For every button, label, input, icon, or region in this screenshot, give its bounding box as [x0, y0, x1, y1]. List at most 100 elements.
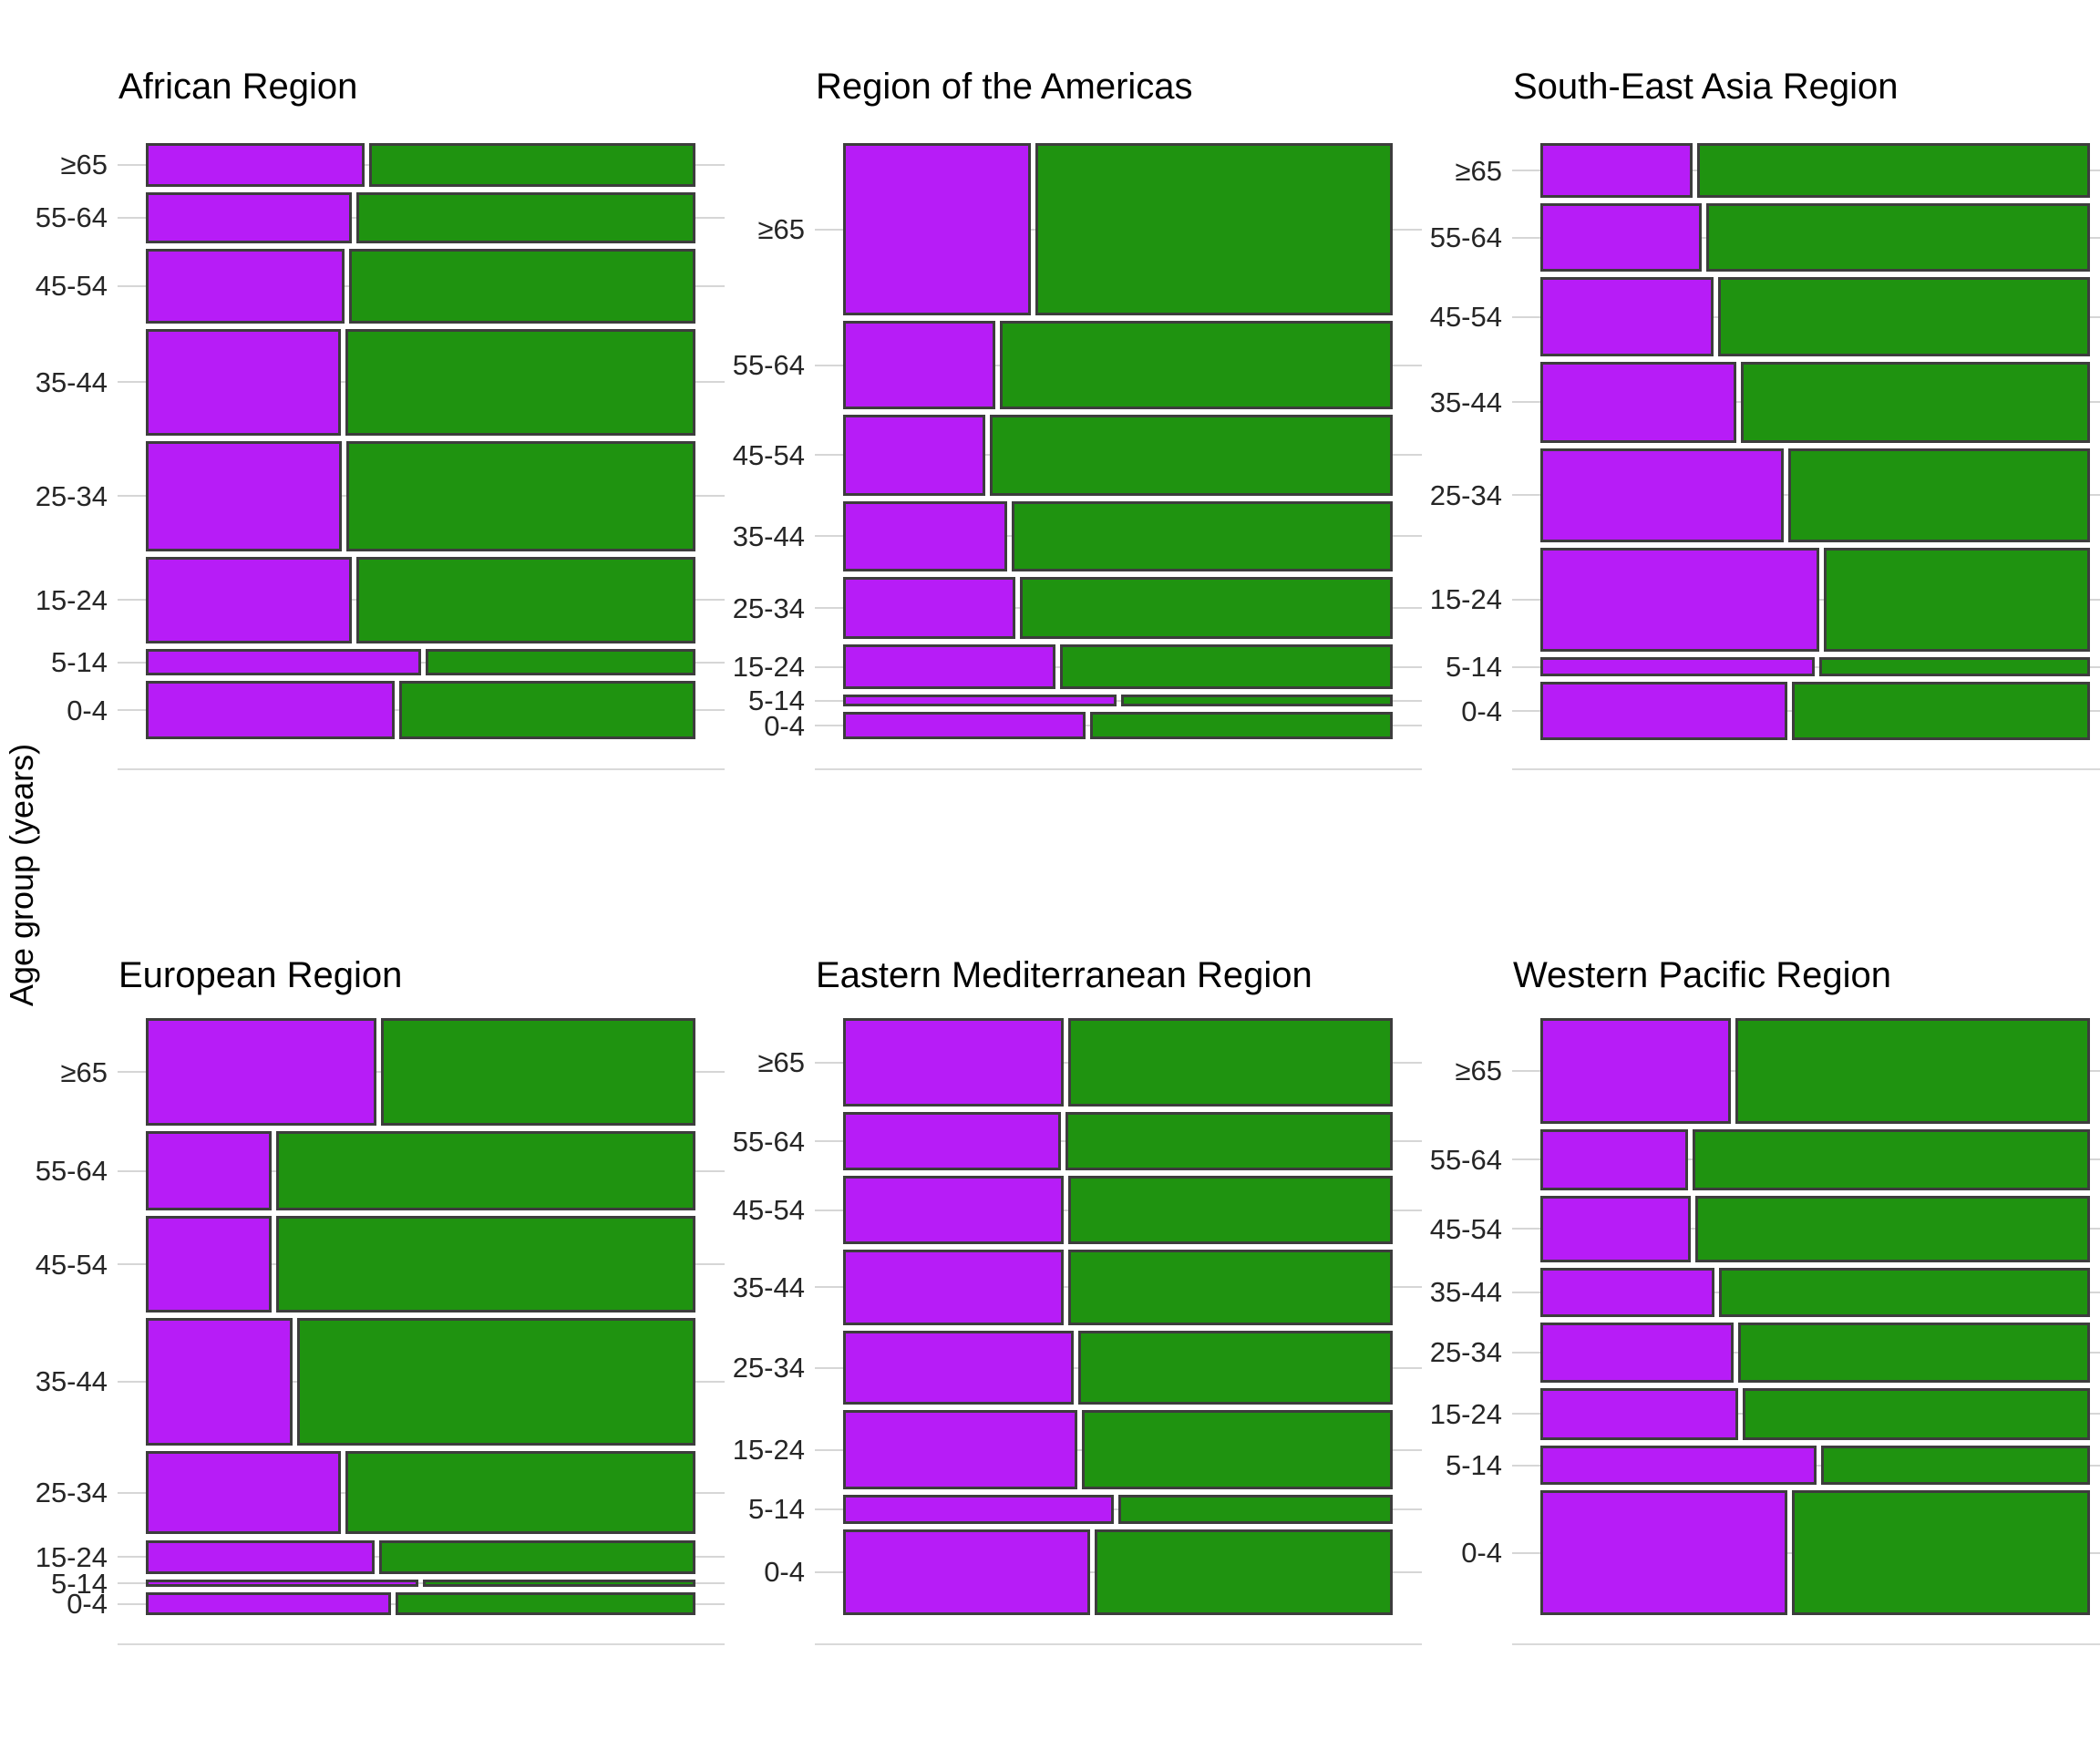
mosaic-cell-purple [1540, 203, 1703, 273]
mosaic-cell-green [1077, 1330, 1393, 1405]
mosaic-cell-purple [843, 1330, 1074, 1405]
mosaic-cell-purple [146, 1539, 375, 1574]
mosaic-cell-green [378, 1539, 695, 1574]
age-tick-label: 35-44 [732, 520, 805, 552]
mosaic-cell-purple [843, 644, 1055, 689]
age-tick-label: 55-64 [35, 201, 108, 234]
mosaic-cell-purple [1540, 1268, 1714, 1317]
age-tick-label: 15-24 [732, 1434, 805, 1466]
mosaic-cell-purple [1540, 361, 1736, 443]
mosaic-cell-purple [843, 414, 985, 496]
mosaic-cell-green [1718, 1268, 2090, 1317]
age-tick-label: 5-14 [50, 1567, 108, 1600]
mosaic-cell-purple [146, 1592, 391, 1615]
axis-baseline-european-region [118, 1643, 725, 1645]
mosaic-cell-green [1787, 448, 2090, 542]
mosaic-cell-purple [843, 500, 1008, 571]
mosaic-cell-purple [1540, 1490, 1788, 1615]
age-tick-label: 15-24 [732, 651, 805, 684]
mosaic-cell-purple [1540, 656, 1815, 677]
mosaic-cell-green [1068, 1250, 1393, 1325]
mosaic-cell-purple [146, 248, 345, 324]
mosaic-cell-green [1791, 682, 2090, 740]
panel-title-african-region: African Region [118, 67, 358, 107]
mosaic-cell-green [276, 1215, 695, 1313]
age-tick-label: 55-64 [1429, 1143, 1502, 1176]
age-tick-label: 0-4 [1461, 1537, 1502, 1570]
age-tick-label: ≥65 [1455, 1055, 1503, 1087]
mosaic-cell-green [425, 649, 695, 675]
age-tick-label: ≥65 [757, 1046, 806, 1079]
mosaic-cell-green [1065, 1112, 1393, 1171]
mosaic-cell-green [423, 1579, 695, 1588]
age-tick-label: 35-44 [1429, 386, 1502, 418]
age-tick-label: ≥65 [757, 213, 806, 246]
mosaic-cell-green [1068, 1018, 1393, 1107]
panel-title-region-of-the-americas: Region of the Americas [816, 67, 1193, 107]
mosaic-cell-green [345, 440, 695, 551]
mosaic-cell-green [1081, 1410, 1393, 1489]
mosaic-cell-green [1743, 1387, 2090, 1440]
mosaic-cell-purple [146, 328, 342, 436]
mosaic-cell-green [345, 328, 695, 436]
mosaic-cell-purple [146, 143, 365, 187]
mosaic-cell-green [349, 248, 695, 324]
mosaic-cell-green [368, 143, 695, 187]
mosaic-cell-green [1820, 1445, 2090, 1486]
age-tick-label: 0-4 [67, 1588, 108, 1621]
mosaic-cell-green [1717, 277, 2090, 356]
gridline-european-region [118, 1582, 725, 1585]
mosaic-cell-green [276, 1131, 695, 1210]
mosaic-cell-green [356, 556, 695, 644]
age-tick-label: ≥65 [1455, 154, 1503, 187]
gridline-region-of-the-americas [815, 699, 1422, 702]
mosaic-cell-green [989, 414, 1393, 496]
mosaic-cell-purple [146, 440, 342, 551]
age-tick-label: 25-34 [732, 592, 805, 624]
mosaic-cell-purple [146, 1579, 419, 1588]
age-tick-label: 5-14 [747, 1493, 805, 1526]
panel-title-south-east-asia-region: South-East Asia Region [1513, 67, 1899, 107]
age-tick-label: 0-4 [67, 694, 108, 726]
age-tick-label: 55-64 [1429, 221, 1502, 254]
age-tick-label: 25-34 [35, 1477, 108, 1509]
mosaic-cell-green [1697, 143, 2090, 199]
mosaic-cell-purple [146, 681, 395, 740]
mosaic-cell-green [356, 191, 695, 243]
axis-baseline-south-east-asia-region [1512, 768, 2100, 770]
mosaic-cell-green [1706, 203, 2090, 273]
mosaic-cell-green [345, 1450, 695, 1535]
age-tick-label: 5-14 [50, 646, 108, 679]
mosaic-cell-purple [843, 712, 1086, 740]
mosaic-cell-green [1735, 1018, 2090, 1124]
age-tick-label: 35-44 [35, 365, 108, 398]
mosaic-cell-green [1095, 1529, 1393, 1615]
mosaic-cell-purple [146, 556, 353, 644]
age-tick-label: 15-24 [35, 583, 108, 616]
mosaic-cell-green [1818, 656, 2090, 677]
mosaic-cell-purple [146, 1131, 273, 1210]
panel-title-european-region: European Region [118, 955, 403, 995]
mosaic-cell-green [1035, 143, 1393, 316]
mosaic-cell-purple [1540, 277, 1714, 356]
mosaic-cell-purple [1540, 547, 1820, 652]
mosaic-cell-purple [843, 1494, 1114, 1524]
age-tick-label: 45-54 [732, 1194, 805, 1227]
mosaic-cell-green [1693, 1128, 2090, 1190]
age-tick-label: 25-34 [1429, 479, 1502, 511]
mosaic-cell-green [398, 681, 695, 740]
age-tick-label: 55-64 [732, 1125, 805, 1158]
age-tick-label: 5-14 [747, 685, 805, 717]
age-tick-label: ≥65 [60, 1055, 108, 1088]
mosaic-cell-purple [146, 1018, 377, 1127]
mosaic-cell-purple [843, 1410, 1077, 1489]
mosaic-cell-purple [146, 1450, 342, 1535]
mosaic-cell-purple [843, 1018, 1065, 1107]
axis-baseline-western-pacific-region [1512, 1643, 2100, 1645]
mosaic-cell-purple [1540, 1387, 1739, 1440]
mosaic-cell-purple [1540, 1445, 1817, 1486]
mosaic-cell-purple [1540, 448, 1784, 542]
age-tick-label: 0-4 [764, 709, 805, 742]
age-tick-label: 45-54 [35, 1248, 108, 1281]
mosaic-cell-green [395, 1592, 695, 1615]
